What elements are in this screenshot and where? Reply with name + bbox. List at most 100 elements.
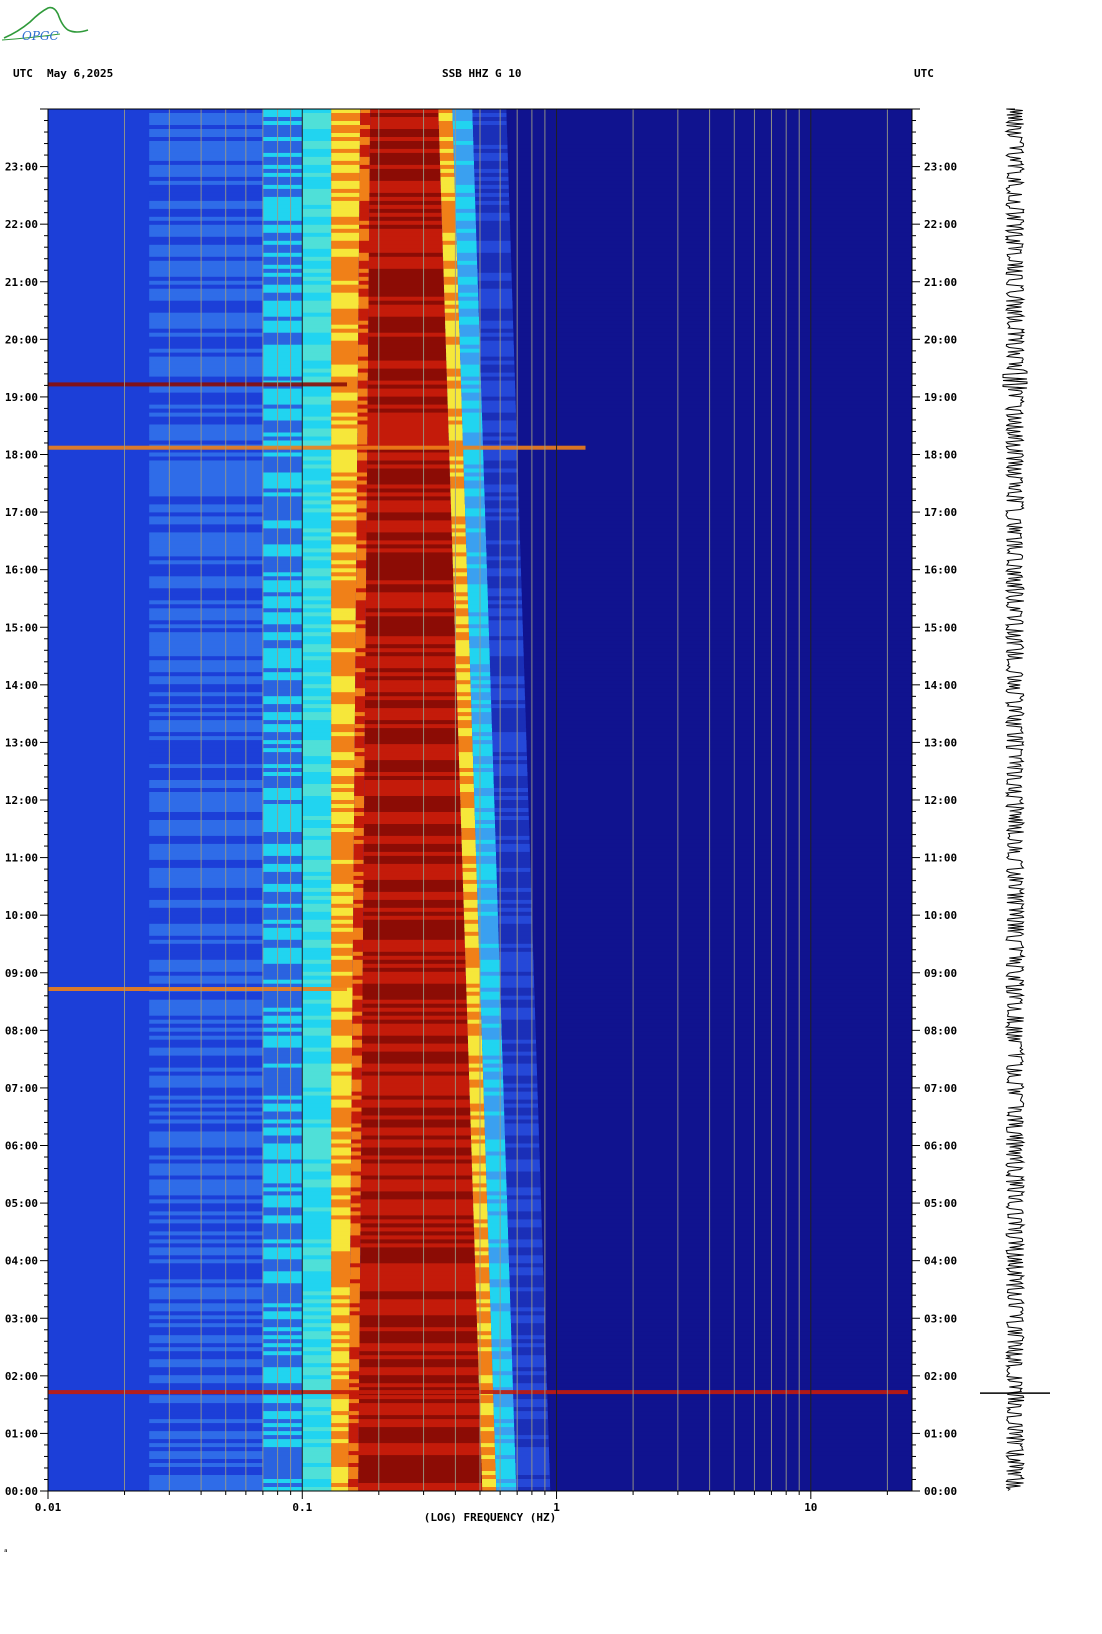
heatmap-cell xyxy=(482,1039,502,1045)
heatmap-cell xyxy=(367,476,451,481)
heatmap-cell xyxy=(331,344,359,350)
heatmap-cell xyxy=(483,1099,504,1104)
heatmap-cell xyxy=(262,216,303,222)
heatmap-cell xyxy=(262,125,303,130)
heatmap-cell xyxy=(505,1163,540,1168)
heatmap-cell xyxy=(149,740,263,745)
heatmap-cell xyxy=(331,971,353,977)
heatmap-cell xyxy=(542,1231,912,1236)
heatmap-cell xyxy=(302,955,332,961)
heatmap-cell xyxy=(354,796,365,801)
heatmap-cell xyxy=(149,652,263,657)
heatmap-cell xyxy=(473,152,508,158)
heatmap-cell xyxy=(149,931,263,937)
heatmap-cell xyxy=(516,1487,551,1492)
heatmap-cell xyxy=(358,1407,480,1412)
heatmap-cell xyxy=(357,476,367,481)
heatmap-cell xyxy=(454,616,469,621)
heatmap-cell xyxy=(453,576,468,581)
heatmap-cell xyxy=(149,680,263,685)
heatmap-cell xyxy=(331,1343,350,1348)
heatmap-cell xyxy=(368,252,443,258)
heatmap-cell xyxy=(149,256,263,262)
heatmap-cell xyxy=(484,1131,505,1136)
heatmap-cell xyxy=(459,772,474,777)
heatmap-cell xyxy=(302,995,332,1001)
heatmap-cell xyxy=(349,1387,360,1392)
heatmap-cell xyxy=(506,1191,541,1196)
heatmap-cell xyxy=(262,1195,303,1200)
heatmap-cell xyxy=(302,604,332,609)
heatmap-cell xyxy=(262,979,303,985)
heatmap-cell xyxy=(483,464,518,469)
heatmap-cell xyxy=(544,1299,912,1304)
heatmap-cell xyxy=(331,248,359,254)
heatmap-cell xyxy=(511,1351,546,1356)
heatmap-cell xyxy=(512,312,912,318)
heatmap-cell xyxy=(360,1199,474,1204)
heatmap-cell xyxy=(262,664,303,669)
heatmap-cell xyxy=(302,240,332,246)
heatmap-cell xyxy=(331,160,360,166)
heatmap-cell xyxy=(522,628,912,633)
heatmap-cell xyxy=(464,931,479,937)
heatmap-cell xyxy=(331,1267,351,1272)
heatmap-cell xyxy=(331,656,356,661)
heatmap-cell xyxy=(331,983,353,989)
heatmap-cell xyxy=(460,816,475,821)
heatmap-cell xyxy=(262,137,303,142)
heatmap-cell xyxy=(446,348,460,354)
heatmap-cell xyxy=(500,1003,535,1009)
heatmap-cell xyxy=(469,1083,484,1088)
heatmap-cell xyxy=(351,1111,362,1116)
heatmap-cell xyxy=(480,348,514,354)
heatmap-cell xyxy=(302,1051,332,1056)
heatmap-cell xyxy=(302,272,332,278)
heatmap-cell xyxy=(302,288,332,294)
heatmap-cell xyxy=(302,1379,332,1384)
heatmap-cell xyxy=(475,835,496,841)
heatmap-cell xyxy=(348,1475,359,1480)
heatmap-cell xyxy=(518,484,912,489)
heatmap-cell xyxy=(262,1383,303,1388)
heatmap-cell xyxy=(364,788,460,793)
heatmap-cell xyxy=(528,800,912,805)
heatmap-cell xyxy=(262,600,303,605)
heatmap-cell xyxy=(331,400,358,405)
heatmap-cell xyxy=(262,440,303,445)
heatmap-cell xyxy=(499,967,534,973)
logo-text: OPGC xyxy=(22,29,59,43)
heatmap-cell xyxy=(363,903,464,909)
heatmap-cell xyxy=(534,991,912,997)
heatmap-cell xyxy=(302,1159,332,1164)
heatmap-cell xyxy=(149,432,263,437)
heatmap-cell xyxy=(149,1171,263,1176)
heatmap-cell xyxy=(362,959,466,965)
heatmap-cell xyxy=(476,248,511,254)
heatmap-cell xyxy=(262,360,303,365)
heatmap-cell xyxy=(460,348,480,354)
heatmap-cell xyxy=(262,316,303,322)
heatmap-cell xyxy=(149,244,263,250)
heatmap-cell xyxy=(361,1167,473,1172)
heatmap-cell xyxy=(302,879,332,885)
heatmap-cell xyxy=(262,1291,303,1296)
heatmap-cell xyxy=(360,1211,474,1216)
heatmap-cell xyxy=(492,1367,513,1372)
heatmap-cell xyxy=(262,296,303,302)
heatmap-cell xyxy=(149,1435,263,1440)
heatmap-cell xyxy=(348,1479,359,1484)
heatmap-cell xyxy=(302,1151,332,1156)
heatmap-cell xyxy=(262,436,303,441)
heatmap-cell xyxy=(369,244,443,250)
heatmap-cell xyxy=(477,268,512,274)
heatmap-cell xyxy=(331,1275,350,1280)
heatmap-cell xyxy=(355,680,366,685)
heatmap-cell xyxy=(489,636,524,641)
heatmap-cell xyxy=(523,652,912,657)
heatmap-cell xyxy=(302,544,332,549)
heatmap-cell xyxy=(331,1195,351,1200)
heatmap-cell xyxy=(149,648,263,653)
heatmap-cell xyxy=(457,256,478,262)
heatmap-cell xyxy=(149,1483,263,1488)
